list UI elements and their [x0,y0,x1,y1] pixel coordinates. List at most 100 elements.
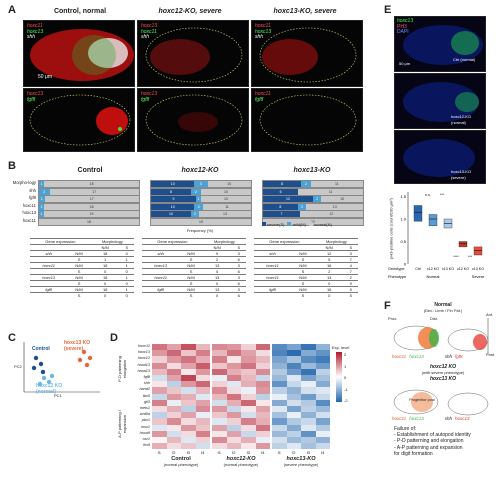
gene-hoxc13: hoxc13 [409,354,424,359]
significance-label: *** [468,255,473,259]
table-cell: 1 [119,262,134,269]
heatmap-cell [286,430,301,437]
heatmap-cell [286,350,301,357]
pca-plot: Control hoxc12 KO (normal) hoxc13 KO (se… [14,338,104,398]
heatmap-cell [195,356,210,363]
heatmap-cell [255,430,270,437]
heatmap-cell [255,412,270,419]
table-subheader [142,244,180,251]
caption-ctrl: Ctrl (normal) [453,57,476,62]
heatmap-cell [181,430,196,437]
heatmap-cell [195,424,210,431]
heatmap-cell [315,368,330,375]
heatmap-cell [212,443,227,450]
gene-hoxc11: hoxc11 [392,354,407,359]
box [428,214,438,226]
prox-label: Prox. [388,316,398,321]
bar-segment: 2 [313,196,322,202]
heatmap-cell [255,418,270,425]
heatmap-cell [166,430,181,437]
heatmap-cell [272,424,287,431]
heatmap-cell [212,412,227,419]
heatmap-cell [315,387,330,394]
heatmap-cell [255,387,270,394]
genotype-label: c13 KO [442,267,454,271]
heatmap-cell [255,406,270,413]
table-cell: S [291,256,315,263]
heatmap-cell [286,375,301,382]
table-cell: S [179,280,203,287]
row-label: hoxc13 [22,210,36,215]
heatmap-cell [255,381,270,388]
heatmap-cell [166,344,181,351]
bar-segment: 7 [263,211,300,217]
heatmap-cell [286,368,301,375]
heatmap-cell [286,356,301,363]
table-cell: 6 [231,256,246,263]
heatmap-cell [166,424,181,431]
heatmap-cell [315,418,330,425]
panel-d-label: D [110,332,118,344]
heatmap-cell [286,381,301,388]
gene-ko-hoxc13: hoxc13 [409,416,424,421]
heatmap-cell [166,437,181,444]
table-cell: N/M [291,274,315,281]
box [473,246,483,256]
heatmap-cell [226,443,241,450]
heatmap-cell [226,418,241,425]
label-hoxc13: hoxc13 [141,91,158,97]
heatmap-cell [301,362,316,369]
heatmap-cell [212,430,227,437]
bar-segment: 13 [199,211,251,217]
table-cell: S [179,268,203,275]
table-subheader [30,244,68,251]
heatmap-cell [301,375,316,382]
bar-segment: 2 [301,181,311,187]
failure-item: - A-P patterning and expansion [394,444,463,451]
heatmap-cell [152,443,167,450]
gene-label: hoxa9 [139,430,150,435]
table-cell: 0 [202,268,232,275]
significance-label: n.s. [425,193,431,197]
table-cell: 2 [314,268,344,275]
table-cell: N/M [179,262,203,269]
frequency-bar: 18 [38,217,140,226]
heatmap-cell [195,350,210,357]
bar-segment: 1 [39,196,45,202]
post-label: Post. [486,352,496,357]
heatmap-cell [195,430,210,437]
heatmap-cell [152,418,167,425]
heatmap-cell [301,437,316,444]
heatmap-cell [166,399,181,406]
table-cell: N/M [67,274,91,281]
heatmap-cell [226,424,241,431]
column-label: f4 [201,450,205,456]
micrograph-control-top: hoxc11 hoxc13 shh 50 μm [23,20,135,87]
table-cell: 0 [119,250,134,257]
heatmap-cell [241,375,256,382]
heatmap-cell [212,344,227,351]
table-header: Gene expression [142,238,203,245]
heatmap-cell [152,393,167,400]
table-cell: 9 [343,280,358,287]
table-cell: 13 [202,262,232,269]
panel-b-title-hoxc13: hoxc13-KO [293,167,331,174]
table-cell: fgf8 [142,286,180,293]
gene-label: shh [143,381,150,386]
heatmap-cell [212,393,227,400]
heatmap-cell [241,344,256,351]
heatmap-cell [255,443,270,450]
heatmap-cell [166,412,181,419]
table-subheader [291,244,315,251]
label-hoxc13: hoxc13 [141,23,158,29]
heatmap-cell [315,399,330,406]
heatmap-cell [212,399,227,406]
heatmap-cell [301,381,316,388]
heatmap-cell [181,375,196,382]
table-cell: S [291,292,315,298]
failure-list: Failure of: - Establishment of autopod i… [394,426,498,457]
table-subheader: S [343,244,358,251]
row-label: hoxc11 [22,217,36,223]
